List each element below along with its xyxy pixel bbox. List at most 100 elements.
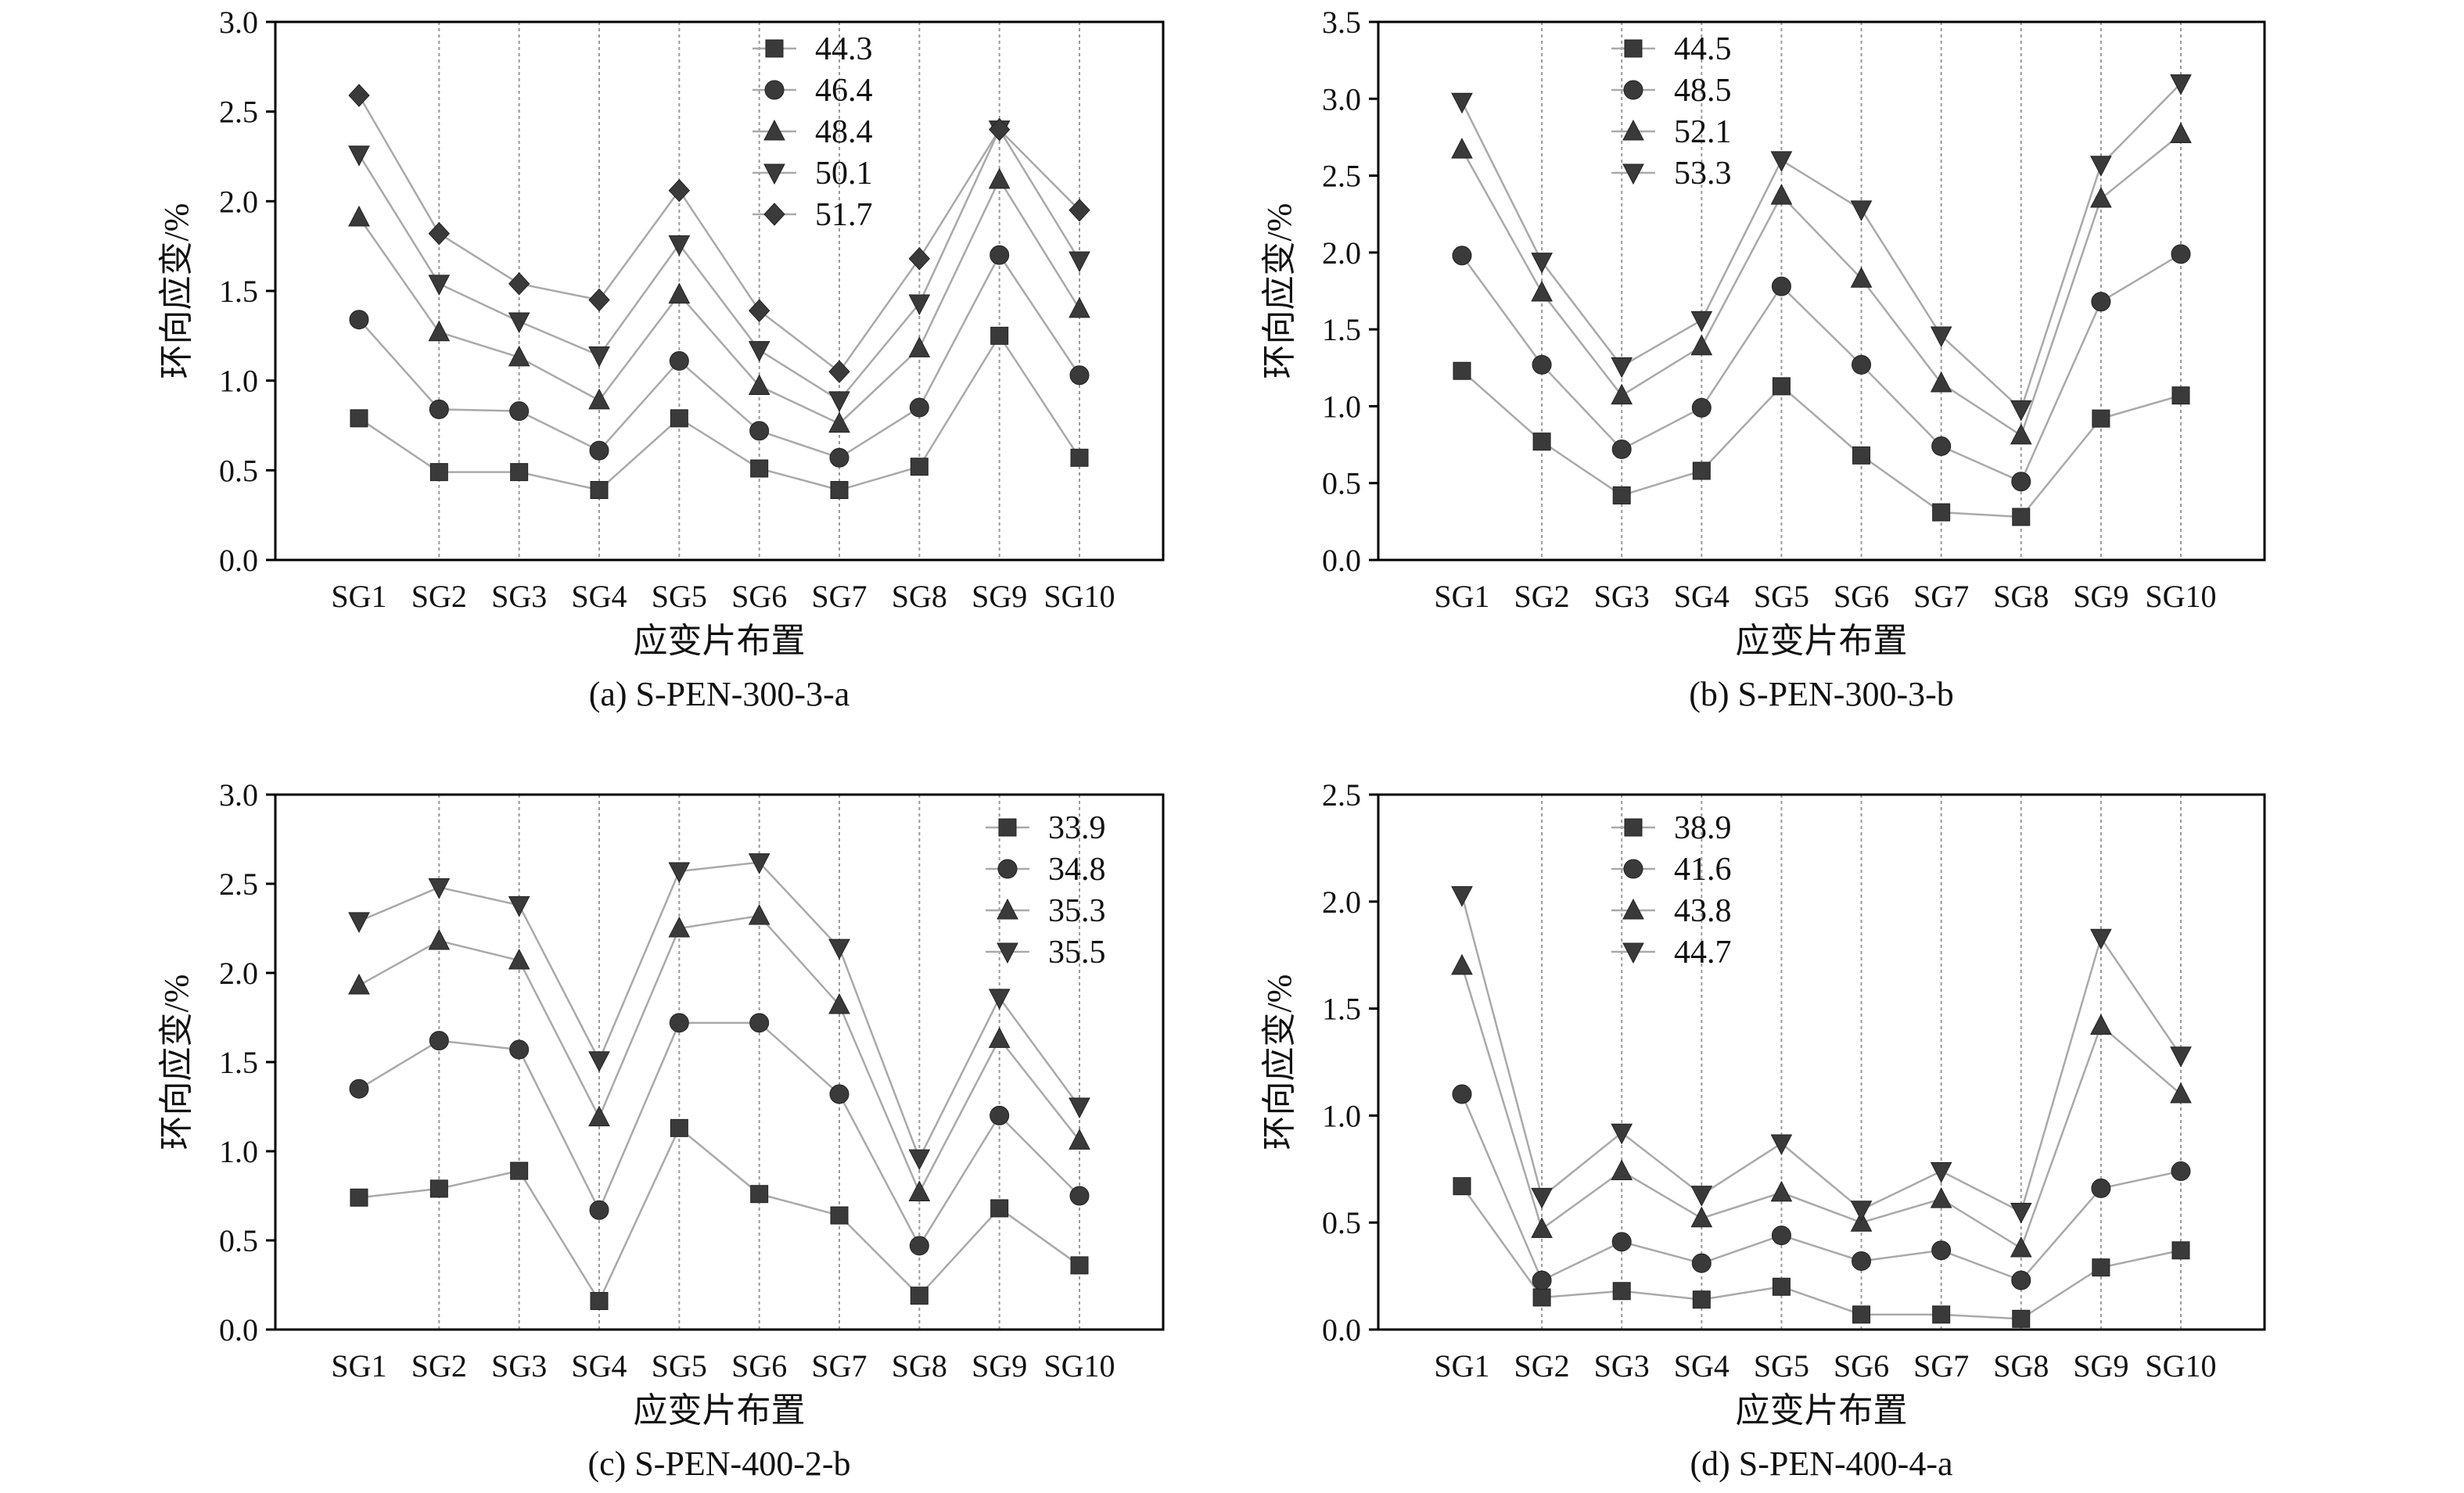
- data-point: [668, 862, 691, 884]
- data-point: [828, 992, 850, 1014]
- chart-caption: (c) S-PEN-400-2-b: [587, 1445, 850, 1483]
- legend-marker: [765, 39, 784, 58]
- data-point: [1852, 1251, 1872, 1271]
- data-point: [909, 1236, 929, 1256]
- series-line-48.5: [1460, 253, 2182, 483]
- data-point: [1852, 446, 1871, 465]
- data-point: [748, 903, 770, 925]
- data-point: [750, 459, 769, 478]
- x-tick-label: SG3: [1594, 579, 1650, 614]
- data-point: [830, 481, 849, 500]
- data-point: [2011, 472, 2031, 492]
- data-point: [668, 178, 691, 203]
- y-tick-label: 0.0: [219, 543, 258, 578]
- data-point: [748, 299, 770, 322]
- y-tick-label: 2.0: [219, 184, 258, 219]
- x-tick-label: SG2: [1514, 579, 1570, 614]
- data-point: [2092, 409, 2110, 428]
- data-point: [588, 346, 610, 368]
- x-tick-label: SG5: [652, 579, 707, 614]
- data-point: [429, 1031, 449, 1051]
- chart-caption: (a) S-PEN-300-3-a: [589, 675, 850, 713]
- legend-marker: [997, 942, 1018, 964]
- legend-label: 33.9: [1048, 810, 1106, 846]
- data-point: [588, 1051, 610, 1072]
- data-point: [1069, 199, 1090, 222]
- chart-panel-b: 0.0 0.5 1.0 1.5 2.0 2.5 3.0 3.5 SG1 SG2 SG3 SG4 SG5 S…: [1260, 5, 2266, 713]
- data-point: [1531, 280, 1553, 302]
- x-tick-label: SG9: [972, 579, 1027, 614]
- data-point: [1850, 1201, 1873, 1222]
- data-point: [1852, 354, 1872, 375]
- legend-marker: [763, 119, 785, 141]
- y-tick-label: 2.5: [1322, 159, 1361, 194]
- y-tick-label: 2.5: [219, 95, 258, 130]
- x-tick-label: SG1: [1434, 579, 1489, 614]
- data-point: [1612, 1282, 1631, 1301]
- data-point: [908, 1149, 931, 1171]
- data-point: [1932, 503, 1951, 522]
- data-point: [428, 275, 451, 296]
- data-point: [429, 399, 449, 419]
- data-point: [348, 973, 370, 995]
- data-point: [508, 272, 530, 296]
- data-point: [828, 391, 850, 412]
- data-point: [1931, 1240, 1952, 1261]
- legend-marker: [1622, 119, 1644, 141]
- data-point: [350, 409, 368, 428]
- x-tick-label: SG1: [331, 1348, 386, 1384]
- y-tick-label: 0.0: [1322, 543, 1361, 578]
- data-point: [429, 463, 448, 482]
- data-point: [1692, 461, 1711, 480]
- legend: 44.3 46.4 48.4 50.1 51.7: [752, 31, 873, 233]
- data-point: [908, 1180, 931, 1201]
- y-tick-label: 1.0: [1322, 389, 1361, 424]
- series-line-35.5: [358, 861, 1081, 1161]
- data-point: [1690, 1206, 1713, 1228]
- data-point: [589, 1200, 609, 1220]
- data-point: [1451, 953, 1473, 975]
- data-point: [1532, 432, 1551, 451]
- legend-label: 43.8: [1674, 893, 1732, 929]
- data-point: [829, 1084, 849, 1104]
- y-axis-title: 环向应变/%: [157, 974, 196, 1150]
- data-point: [908, 246, 931, 271]
- data-point: [668, 235, 691, 257]
- data-point: [348, 84, 370, 107]
- x-tick-label: SG6: [731, 579, 787, 614]
- data-point: [1452, 1084, 1472, 1104]
- data-point: [2090, 928, 2112, 950]
- x-tick-label: SG5: [1754, 579, 1809, 614]
- data-point: [668, 916, 691, 938]
- data-point: [1611, 1232, 1632, 1252]
- x-tick-label: SG4: [571, 579, 627, 614]
- data-point: [1069, 1129, 1090, 1150]
- data-point: [2090, 1014, 2112, 1035]
- series-line-44.5: [1461, 370, 2182, 519]
- data-point: [908, 336, 931, 357]
- series-line-38.9: [1460, 1185, 2182, 1320]
- x-tick-label: SG7: [1913, 579, 1969, 614]
- y-tick-label: 1.5: [1322, 992, 1361, 1027]
- y-tick-label: 0.0: [1322, 1312, 1361, 1348]
- data-point: [2170, 1046, 2192, 1068]
- legend-marker: [763, 163, 785, 185]
- legend-marker: [1623, 859, 1643, 879]
- data-point: [910, 1287, 928, 1305]
- data-point: [2010, 423, 2032, 445]
- x-tick-label: SG1: [331, 579, 386, 614]
- series-line-51.7: [357, 95, 1080, 373]
- data-point: [2012, 1309, 2031, 1328]
- legend-marker: [997, 898, 1018, 920]
- x-tick-label: SG7: [811, 579, 867, 614]
- data-point: [828, 360, 850, 383]
- data-point: [1451, 886, 1473, 907]
- x-tick-label: SG6: [1834, 579, 1889, 614]
- data-point: [428, 928, 451, 950]
- data-point: [909, 397, 929, 418]
- data-point: [669, 1013, 689, 1033]
- data-point: [1772, 377, 1791, 396]
- data-point: [988, 117, 1011, 142]
- data-point: [1611, 1159, 1633, 1181]
